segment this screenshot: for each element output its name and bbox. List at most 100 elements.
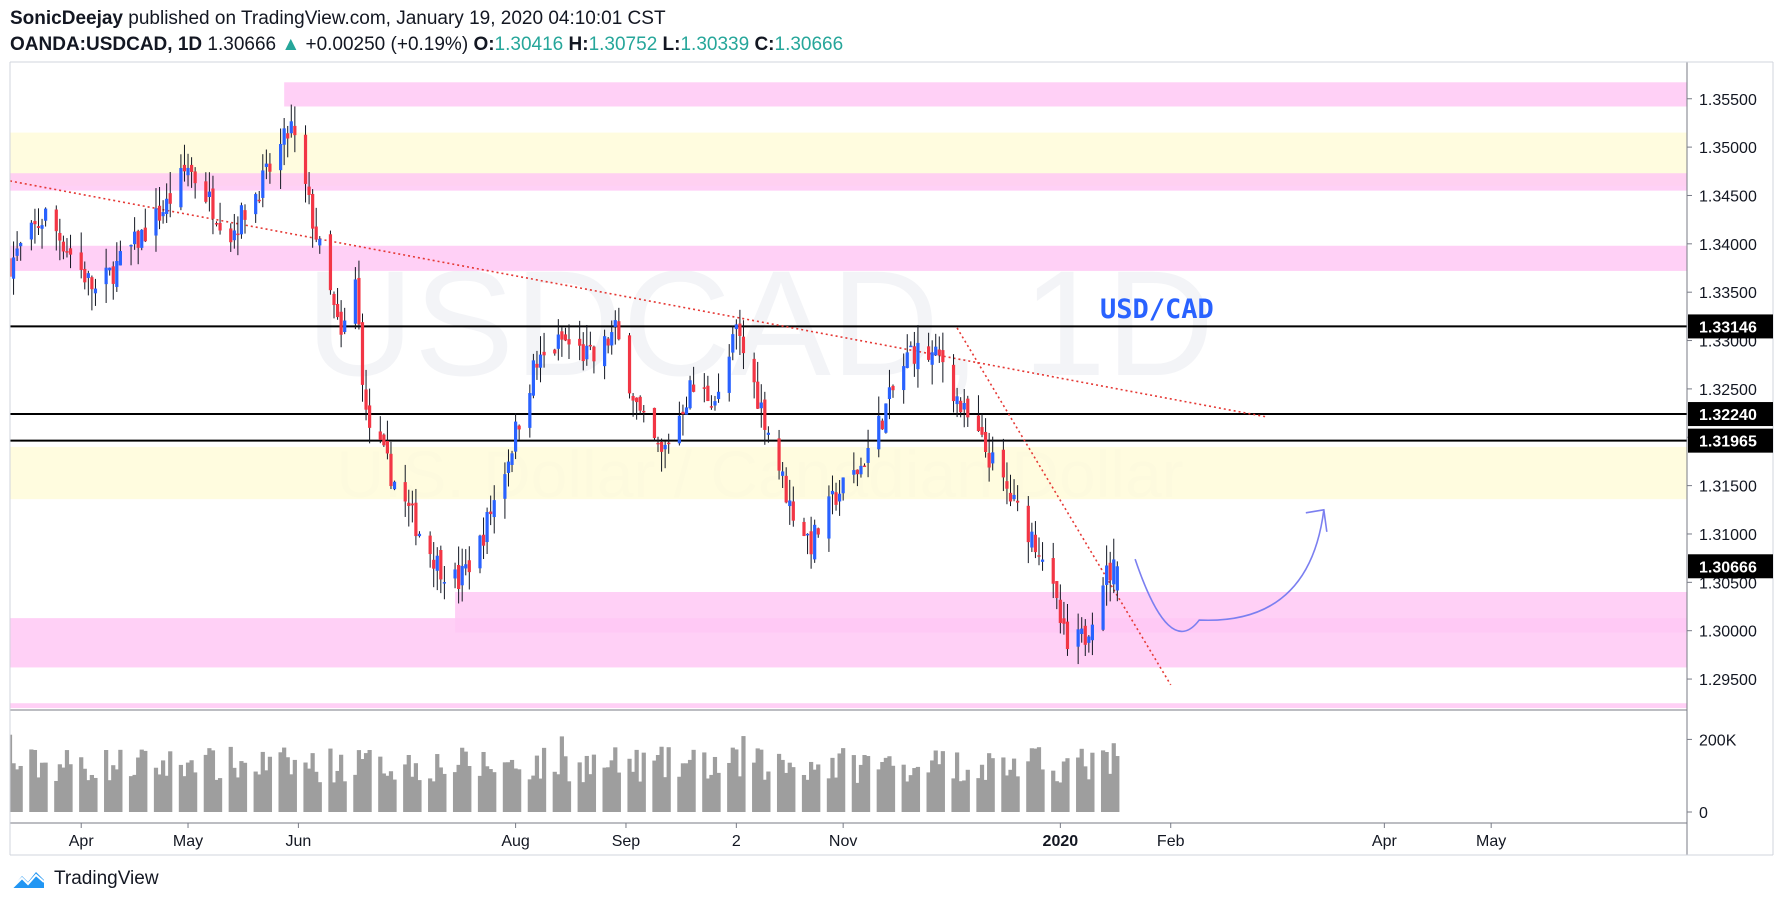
- candle-body: [731, 334, 735, 353]
- volume-bar: [32, 749, 38, 812]
- volume-bar: [328, 748, 333, 812]
- volume-bar: [1026, 761, 1031, 812]
- low-value: 1.30339: [680, 34, 750, 55]
- candle: [891, 384, 895, 398]
- candle-body: [627, 335, 632, 394]
- volume-bar: [876, 769, 881, 812]
- candle: [752, 352, 756, 399]
- candle: [68, 234, 73, 269]
- candle-body: [1026, 505, 1030, 543]
- volume-bar: [164, 775, 169, 812]
- candle-body: [756, 381, 760, 409]
- candle: [563, 327, 568, 342]
- candle: [428, 531, 432, 568]
- candle-body: [286, 133, 290, 139]
- candle: [1012, 479, 1016, 502]
- price-level-label: 1.32240: [1699, 407, 1757, 424]
- candle: [1115, 561, 1119, 602]
- candle-body: [855, 469, 860, 475]
- candle: [364, 369, 368, 421]
- volume-bar: [976, 778, 981, 812]
- volume-bar: [890, 765, 896, 812]
- candle: [716, 373, 721, 403]
- candle-body: [652, 407, 657, 439]
- candle: [282, 117, 286, 166]
- candle-body: [335, 303, 340, 318]
- candle: [439, 545, 443, 594]
- candle-body: [859, 465, 863, 475]
- volume-bar: [460, 747, 465, 812]
- candle-body: [941, 350, 945, 363]
- candle-body: [862, 465, 867, 468]
- volume-bar: [940, 751, 945, 812]
- volume-bar: [203, 754, 208, 812]
- candle: [207, 172, 211, 212]
- price-level-label-box: [1688, 402, 1773, 427]
- volume-bar: [1104, 752, 1109, 812]
- volume-bar: [655, 755, 661, 812]
- candle: [129, 244, 133, 266]
- candle: [610, 320, 614, 355]
- candle: [791, 486, 795, 527]
- volume-bar: [82, 768, 87, 812]
- candle-body: [161, 212, 165, 217]
- candle-body: [314, 226, 318, 240]
- volume-bar: [577, 762, 582, 812]
- zone-resistance-3: [10, 245, 1687, 271]
- candle: [154, 188, 158, 252]
- volume-bar: [54, 780, 59, 812]
- candle-body: [168, 193, 172, 204]
- candle-body: [11, 257, 16, 279]
- candle: [257, 190, 261, 204]
- usdcad-annotation[interactable]: USD/CAD: [1100, 294, 1214, 325]
- price-chart[interactable]: USDCAD, 1D U.S. Dollar / Canadian Dollar…: [0, 0, 1782, 860]
- candle-body: [189, 164, 194, 172]
- open-value: 1.30416: [494, 34, 564, 55]
- volume-bar: [727, 762, 732, 812]
- candle-body: [90, 277, 94, 290]
- high-value: 1.30752: [588, 34, 658, 55]
- candle-body: [58, 232, 62, 241]
- candle: [435, 547, 439, 591]
- candle-body: [1005, 481, 1009, 489]
- volume-bar: [178, 764, 184, 812]
- candle-body: [510, 453, 514, 465]
- candle: [877, 396, 881, 458]
- candle: [1001, 438, 1005, 492]
- candle: [966, 395, 970, 427]
- footer-brand[interactable]: TradingView: [10, 868, 159, 890]
- candle-body: [332, 293, 336, 306]
- candle-body: [781, 471, 785, 476]
- volume-bar: [253, 771, 258, 812]
- candle: [332, 291, 336, 319]
- candle-body: [667, 442, 671, 445]
- volume-bar: [232, 767, 237, 812]
- change-arrow-icon: ▲: [281, 34, 301, 55]
- candle-body: [1083, 625, 1087, 645]
- candle: [467, 546, 471, 590]
- candle: [916, 325, 920, 388]
- volume-bar: [837, 753, 842, 812]
- time-tick-label: 2020: [1043, 833, 1079, 850]
- volume-bar: [552, 771, 557, 812]
- volume-bar: [306, 768, 312, 812]
- candle: [328, 230, 333, 295]
- zone-resistance-2: [10, 173, 1687, 191]
- candle: [182, 144, 187, 182]
- candle-body: [207, 191, 211, 197]
- candle-body: [1112, 559, 1116, 585]
- candle-body: [802, 521, 806, 536]
- candle-body: [784, 475, 788, 503]
- volume-bar: [43, 762, 48, 812]
- zone-resistance-0: [284, 82, 1687, 107]
- author-name[interactable]: SonicDeejay: [10, 8, 123, 29]
- candle: [189, 157, 194, 188]
- candle: [656, 436, 660, 453]
- volume-bar: [285, 757, 290, 812]
- candle: [1105, 545, 1109, 606]
- candle-body: [407, 502, 411, 506]
- candle: [204, 172, 208, 204]
- candle: [706, 375, 710, 402]
- volume-bar: [413, 763, 419, 812]
- volume-bar: [153, 767, 159, 812]
